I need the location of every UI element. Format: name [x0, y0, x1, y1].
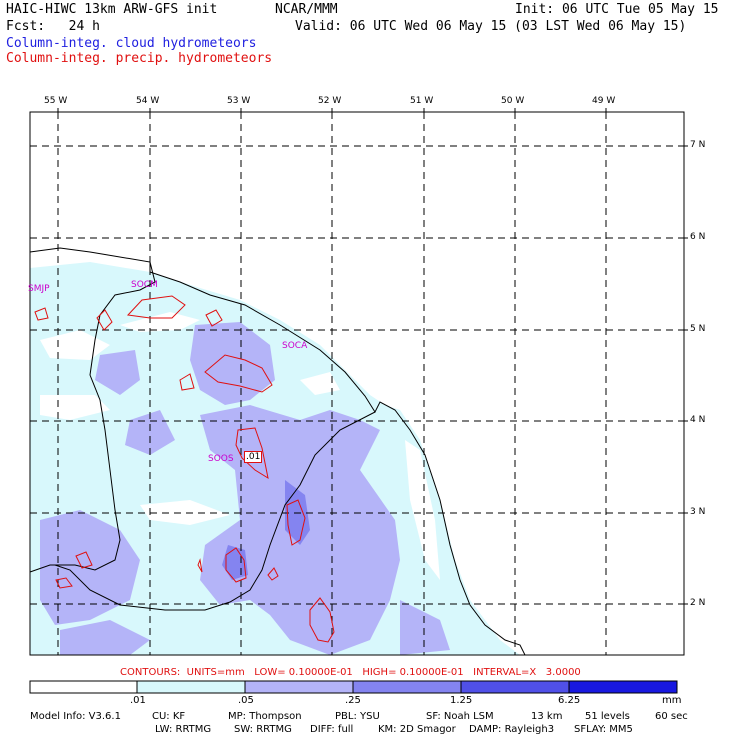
cloud-shade-mid [95, 350, 140, 395]
contour-value-label: .01 [244, 451, 263, 463]
lat-label: 7 N [690, 140, 706, 150]
valid-time: Valid: 06 UTC Wed 06 May 15 (03 LST Wed … [295, 19, 687, 34]
field-precip-label: Column-integ. precip. hydrometeors [6, 51, 273, 66]
forecast-hour: Fcst: 24 h [6, 19, 100, 34]
vertical-levels: 51 levels [585, 711, 630, 722]
latlon-grid [30, 112, 684, 655]
hydrometeor-field [30, 262, 520, 655]
sf-scheme: SF: Noah LSM [426, 711, 494, 722]
cloud-shade-mid [190, 322, 275, 405]
cloud-gap [300, 372, 340, 395]
sflay-scheme: SFLAY: MM5 [574, 724, 633, 735]
colorbar-label: .25 [345, 695, 361, 706]
contours-info: CONTOURS: UNITS=mm LOW= 0.10000E-01 HIGH… [120, 667, 581, 678]
lon-label: 54 W [136, 96, 160, 106]
cloud-shade-mid [400, 600, 450, 655]
sw-scheme: SW: RRTMG [234, 724, 292, 735]
damp-scheme: DAMP: Rayleigh3 [469, 724, 555, 735]
grid-spacing: 13 km [531, 711, 563, 722]
station-label: SOCM [131, 280, 158, 290]
cloud-shade-mid [60, 620, 150, 655]
precip-contours [34, 295, 335, 643]
colorbar-label: 1.25 [450, 695, 473, 706]
lat-label: 5 N [690, 324, 706, 334]
lat-label: 6 N [690, 232, 706, 242]
field-cloud-label: Column-integ. cloud hydrometeors [6, 36, 257, 51]
map-frame [29, 108, 688, 656]
colorbar-units: mm [662, 695, 682, 706]
colorbar-label: .01 [130, 695, 146, 706]
lat-label: 2 N [690, 598, 706, 608]
station-label: SMJP [28, 284, 50, 294]
station-label: SOOS [208, 454, 234, 464]
colorbar [29, 680, 678, 694]
lon-label: 53 W [227, 96, 251, 106]
colorbar-label: 6.25 [558, 695, 581, 706]
pbl-scheme: PBL: YSU [335, 711, 380, 722]
lat-label: 4 N [690, 415, 706, 425]
lon-label: 55 W [44, 96, 68, 106]
timestep: 60 sec [655, 711, 688, 722]
cloud-gap [120, 312, 200, 332]
lw-scheme: LW: RRTMG [155, 724, 212, 735]
init-time: Init: 06 UTC Tue 05 May 15 [515, 2, 719, 17]
station-label: SOCA [282, 341, 308, 351]
km-scheme: KM: 2D Smagor [378, 724, 456, 735]
cloud-gap [405, 440, 440, 580]
cloud-gap [140, 500, 230, 525]
mp-scheme: MP: Thompson [228, 711, 302, 722]
colorbar-label: .05 [238, 695, 254, 706]
cu-scheme: CU: KF [152, 711, 186, 722]
lon-label: 50 W [501, 96, 525, 106]
cloud-shade-mid [40, 510, 140, 625]
lon-label: 49 W [592, 96, 616, 106]
lat-label: 3 N [690, 507, 706, 517]
lon-label: 52 W [318, 96, 342, 106]
diff-scheme: DIFF: full [310, 724, 354, 735]
center-label: NCAR/MMM [275, 2, 338, 17]
model-title: HAIC-HIWC 13km ARW-GFS init [6, 2, 218, 17]
model-version: Model Info: V3.6.1 [30, 711, 121, 722]
lon-label: 51 W [410, 96, 434, 106]
